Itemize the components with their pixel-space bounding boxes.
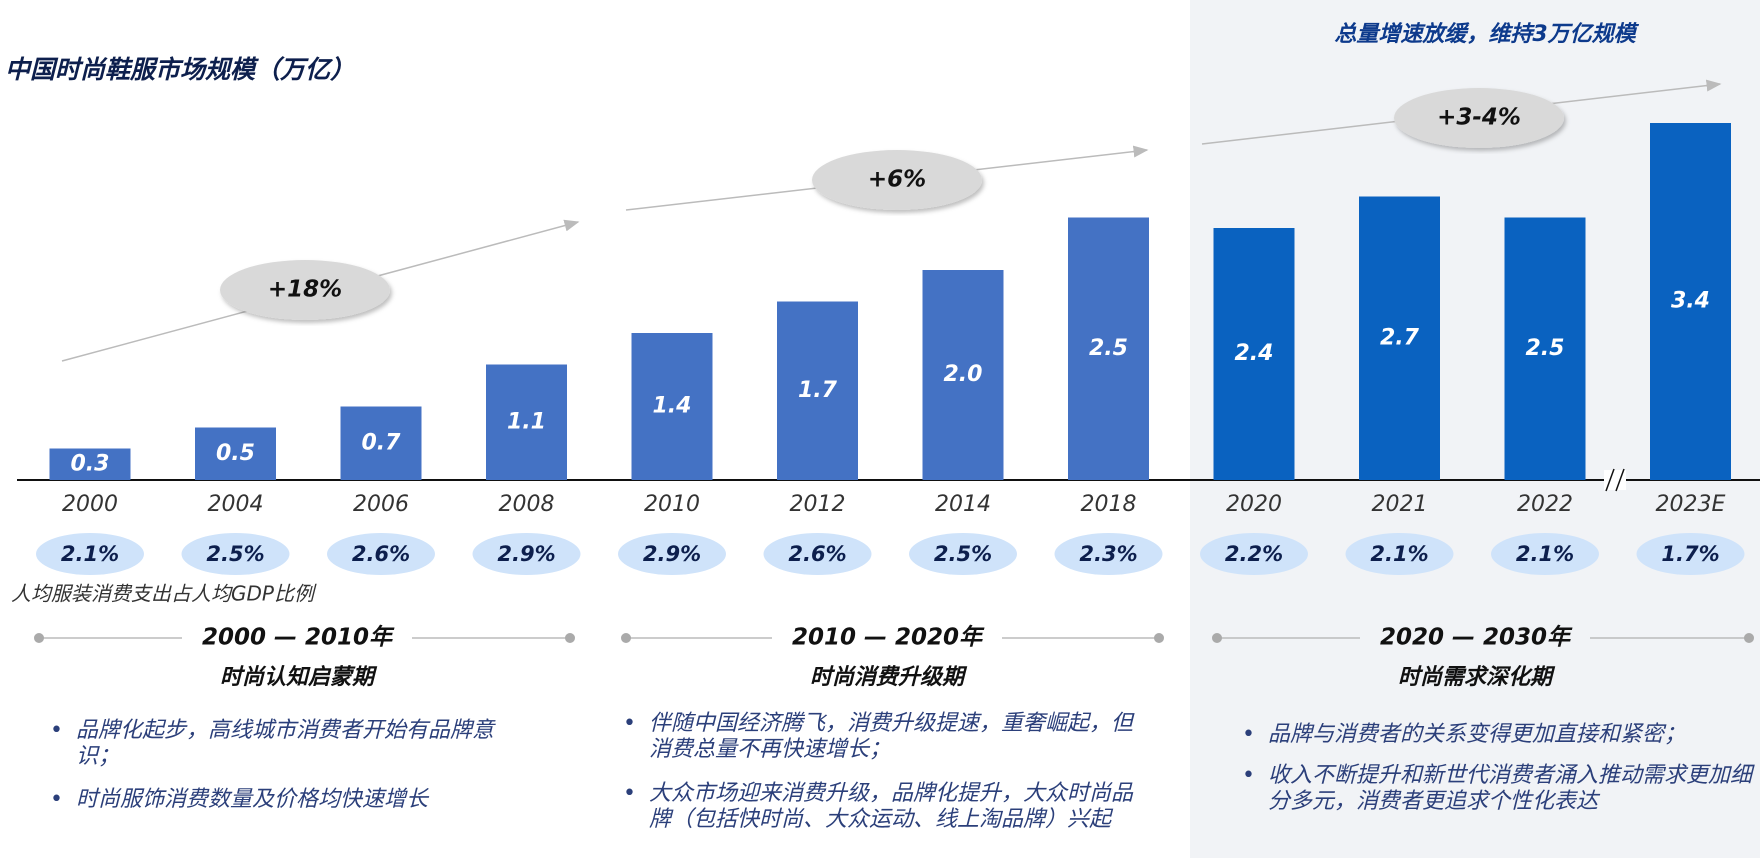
value-label: 1.4: [653, 394, 692, 419]
axis-break: [1604, 470, 1626, 490]
ratio-label: 2.3%: [1079, 542, 1137, 566]
x-tick-label: 2021: [1372, 492, 1428, 517]
value-label: 2.5: [1089, 336, 1128, 361]
ratio-badge: [327, 533, 435, 575]
bar: [1650, 123, 1731, 480]
axis-break: [1605, 468, 1625, 492]
ratio-label: 2.9%: [497, 542, 555, 566]
ratio-label: 2.1%: [1516, 542, 1574, 566]
ratio-label: 2.5%: [934, 542, 992, 566]
ratio-badge: [181, 533, 290, 575]
bar: [777, 301, 858, 480]
ratio-label: 1.7%: [1661, 542, 1719, 566]
bar: [922, 270, 1004, 480]
bar: [340, 406, 422, 480]
value-label: 2.4: [1235, 341, 1274, 366]
bar: [1359, 196, 1440, 480]
x-tick-label: 2023E: [1656, 492, 1726, 517]
growth-badge: [220, 260, 390, 320]
period-dot: [1212, 633, 1222, 643]
x-tick-label: 2022: [1517, 492, 1573, 517]
bar: [49, 448, 131, 480]
period-dot: [1744, 633, 1754, 643]
x-tick-label: 2000: [62, 492, 118, 517]
x-tick-label: 2008: [499, 492, 555, 517]
x-tick-label: 2010: [644, 492, 700, 517]
x-tick-label: 2004: [208, 492, 264, 517]
bar: [486, 364, 567, 480]
x-tick-label: 2020: [1226, 492, 1282, 517]
value-label: 2.5: [1526, 336, 1565, 361]
growth-badge: [812, 150, 982, 210]
bar: [631, 333, 713, 480]
chart-title: 中国时尚鞋服市场规模（万亿）: [5, 55, 355, 84]
bar: [195, 427, 276, 480]
ratio-label: 2.6%: [788, 542, 846, 566]
value-label: 1.7: [798, 378, 838, 403]
value-label: 2.7: [1380, 325, 1420, 350]
value-label: 0.3: [71, 451, 110, 476]
growth-label: +18%: [268, 277, 342, 303]
ratio-badge: [1636, 533, 1745, 575]
ratio-badge: [909, 533, 1017, 575]
growth-label: +3-4%: [1437, 105, 1521, 131]
growth-badge: [1394, 88, 1564, 148]
x-tick-label: 2014: [935, 492, 991, 517]
bullet: 品牌与消费者的关系变得更加直接和紧密；: [1242, 722, 1754, 748]
ratio-badge: [763, 533, 872, 575]
growth-label: +6%: [868, 167, 926, 193]
bullet: 收入不断提升和新世代消费者涌入推动需求更加细分多元，消费者更追求个性化表达: [1242, 763, 1754, 815]
ratio-label: 2.1%: [1370, 542, 1428, 566]
footnote: 人均服装消费支出占人均GDP比例: [11, 582, 317, 606]
ratio-label: 2.2%: [1225, 542, 1283, 566]
period-dot: [621, 633, 631, 643]
bar: [1068, 217, 1149, 480]
ratio-badge: [1491, 533, 1599, 575]
period-dot: [34, 633, 44, 643]
x-tick-label: 2012: [790, 492, 846, 517]
period-years: 2000 — 2010年: [202, 625, 395, 651]
x-tick-label: 2006: [353, 492, 409, 517]
ratio-badge: [1200, 533, 1308, 575]
period-years: 2020 — 2030年: [1380, 625, 1573, 651]
bullet: 时尚服饰消费数量及价格均快速增长: [50, 787, 533, 813]
ratio-badge: [618, 533, 726, 575]
bullet: 大众市场迎来消费升级，品牌化提升，大众时尚品牌（包括快时尚、大众运动、线上淘品牌…: [623, 781, 1149, 833]
value-label: 3.4: [1671, 289, 1710, 314]
period-name: 时尚消费升级期: [810, 664, 968, 690]
bullet: 伴随中国经济腾飞，消费升级提速，重奢崛起，但消费总量不再快速增长；: [623, 711, 1149, 763]
value-label: 2.0: [944, 362, 983, 387]
annotation: 总量增速放缓，维持3万亿规模: [1334, 21, 1639, 47]
bar: [1504, 217, 1586, 480]
period-name: 时尚认知启蒙期: [220, 665, 378, 690]
bullet: 品牌化起步，高线城市消费者开始有品牌意识；: [50, 718, 533, 770]
ratio-badge: [1345, 533, 1454, 575]
ratio-label: 2.6%: [352, 542, 410, 566]
value-label: 0.5: [216, 441, 255, 466]
ratio-label: 2.5%: [206, 542, 264, 566]
bar: [1213, 228, 1295, 480]
ratio-badge: [472, 533, 581, 575]
x-tick-label: 2018: [1081, 492, 1137, 517]
ratio-label: 2.9%: [643, 542, 701, 566]
value-label: 0.7: [362, 430, 402, 455]
period-dot: [1154, 633, 1164, 643]
period-dot: [565, 633, 575, 643]
ratio-badge: [1054, 533, 1163, 575]
period-years: 2010 — 2020年: [792, 625, 985, 651]
ratio-label: 2.1%: [61, 542, 119, 566]
period-name: 时尚需求深化期: [1398, 665, 1556, 690]
ratio-badge: [36, 533, 144, 575]
value-label: 1.1: [507, 409, 546, 434]
